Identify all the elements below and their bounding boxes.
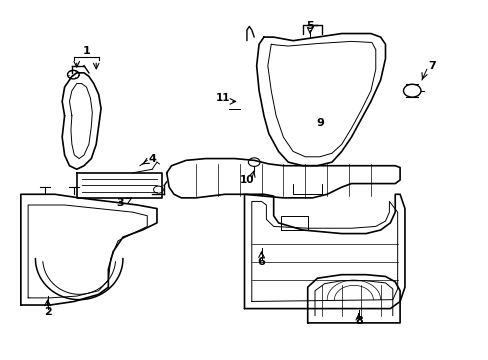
Text: 10: 10	[240, 175, 254, 185]
Text: 11: 11	[215, 93, 229, 103]
Text: 2: 2	[43, 307, 51, 317]
Text: 7: 7	[427, 61, 435, 71]
Text: 9: 9	[315, 118, 323, 128]
Text: 3: 3	[117, 198, 124, 208]
Text: 4: 4	[148, 154, 156, 163]
Text: 8: 8	[354, 316, 362, 326]
Text: 6: 6	[257, 257, 265, 267]
Text: 1: 1	[82, 46, 90, 57]
Text: 5: 5	[305, 21, 313, 31]
